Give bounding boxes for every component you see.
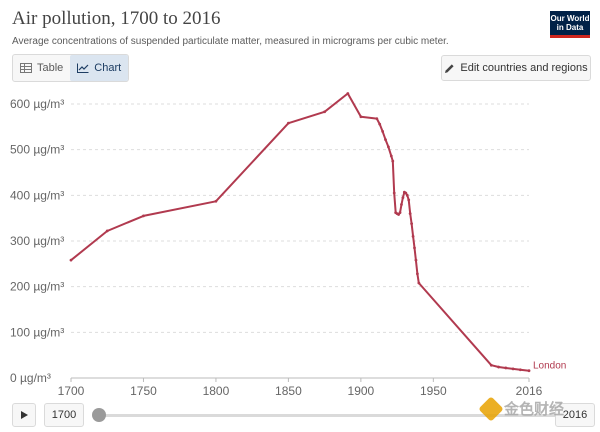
logo-line-2: in Data bbox=[556, 23, 584, 32]
view-tabs: Table Chart bbox=[12, 54, 130, 82]
data-point-0-23 bbox=[404, 191, 408, 195]
data-point-0-36 bbox=[511, 367, 515, 371]
data-point-0-28 bbox=[411, 235, 415, 238]
logo-line-1: Our World bbox=[550, 14, 590, 23]
tab-chart[interactable]: Chart bbox=[70, 55, 129, 81]
x-tick-label-2: 1800 bbox=[203, 384, 230, 398]
x-tick-label-1: 1750 bbox=[130, 384, 157, 398]
x-tick-label-0: 1700 bbox=[58, 384, 85, 398]
data-point-0-7 bbox=[359, 115, 363, 119]
data-point-0-30 bbox=[414, 258, 418, 262]
line-chart-icon bbox=[77, 63, 89, 73]
watermark-text: 金色财经 bbox=[504, 401, 565, 418]
data-point-0-5 bbox=[323, 110, 327, 114]
data-point-0-2 bbox=[142, 214, 145, 218]
data-point-0-6 bbox=[346, 92, 350, 95]
data-point-0-12 bbox=[387, 145, 390, 149]
data-point-0-25 bbox=[407, 198, 411, 202]
tab-table[interactable]: Table bbox=[13, 55, 70, 81]
edit-countries-button[interactable]: Edit countries and regions bbox=[441, 55, 591, 81]
data-point-0-29 bbox=[413, 246, 416, 250]
chart-subtitle: Average concentrations of suspended part… bbox=[12, 36, 449, 47]
series-line-0 bbox=[70, 92, 530, 372]
data-point-0-20 bbox=[400, 203, 403, 206]
data-point-0-13 bbox=[389, 154, 393, 158]
line-chart: 0 µg/m³ 100 µg/m³ 200 µg/m³ 300 µg/m³ 400 µg… bbox=[10, 92, 566, 398]
data-point-0-15 bbox=[392, 191, 396, 195]
data-point-0-11 bbox=[384, 138, 387, 142]
y-tick-label-1: 100 µg/m³ bbox=[10, 325, 64, 339]
data-point-0-34 bbox=[497, 365, 500, 369]
data-point-0-27 bbox=[410, 222, 414, 226]
timeline-end-year[interactable]: 2016 bbox=[555, 403, 595, 427]
data-point-0-26 bbox=[408, 212, 412, 216]
timeline-start-handle[interactable] bbox=[92, 408, 106, 422]
data-point-0-10 bbox=[381, 130, 385, 133]
tab-table-label: Table bbox=[37, 62, 64, 74]
y-tick-label-5: 500 µg/m³ bbox=[10, 143, 64, 157]
data-point-0-14 bbox=[391, 159, 395, 163]
data-point-0-1 bbox=[105, 229, 109, 233]
timeline-start-year[interactable]: 1700 bbox=[44, 403, 84, 427]
data-point-0-21 bbox=[401, 196, 405, 200]
data-point-0-19 bbox=[398, 211, 402, 215]
data-point-0-35 bbox=[504, 366, 508, 370]
table-icon bbox=[20, 63, 32, 73]
data-point-0-31 bbox=[415, 272, 419, 276]
y-tick-label-0: 0 µg/m³ bbox=[10, 371, 51, 385]
play-button[interactable] bbox=[12, 403, 36, 427]
watermark: 金色财经 bbox=[478, 395, 565, 422]
data-point-0-8 bbox=[375, 117, 379, 121]
tab-chart-label: Chart bbox=[94, 62, 122, 74]
x-tick-label-6: 2016 bbox=[516, 384, 543, 398]
watermark-logo-icon bbox=[478, 395, 504, 422]
owid-logo[interactable]: Our World in Data bbox=[550, 11, 590, 38]
y-tick-label-3: 300 µg/m³ bbox=[10, 234, 64, 248]
y-tick-label-6: 600 µg/m³ bbox=[10, 97, 64, 111]
chart-title: Air pollution, 1700 to 2016 bbox=[12, 8, 221, 29]
play-icon bbox=[21, 411, 28, 419]
x-tick-label-3: 1850 bbox=[275, 384, 302, 398]
data-point-0-9 bbox=[378, 122, 382, 126]
y-tick-label-4: 400 µg/m³ bbox=[10, 188, 64, 202]
data-point-0-33 bbox=[489, 363, 493, 367]
timeline-slider-track[interactable] bbox=[99, 414, 557, 417]
edit-countries-label: Edit countries and regions bbox=[460, 62, 588, 74]
data-point-0-37 bbox=[518, 368, 522, 372]
series-label-0: London bbox=[533, 361, 566, 372]
y-tick-label-2: 200 µg/m³ bbox=[10, 280, 64, 294]
data-point-0-32 bbox=[417, 281, 421, 285]
data-point-0-4 bbox=[287, 121, 290, 125]
x-tick-label-4: 1900 bbox=[348, 384, 375, 398]
data-point-0-38 bbox=[527, 369, 531, 373]
x-tick-label-5: 1950 bbox=[420, 384, 447, 398]
data-point-0-3 bbox=[214, 199, 218, 203]
pencil-icon bbox=[445, 63, 455, 73]
data-point-0-0 bbox=[69, 258, 73, 262]
data-point-0-24 bbox=[405, 193, 409, 197]
